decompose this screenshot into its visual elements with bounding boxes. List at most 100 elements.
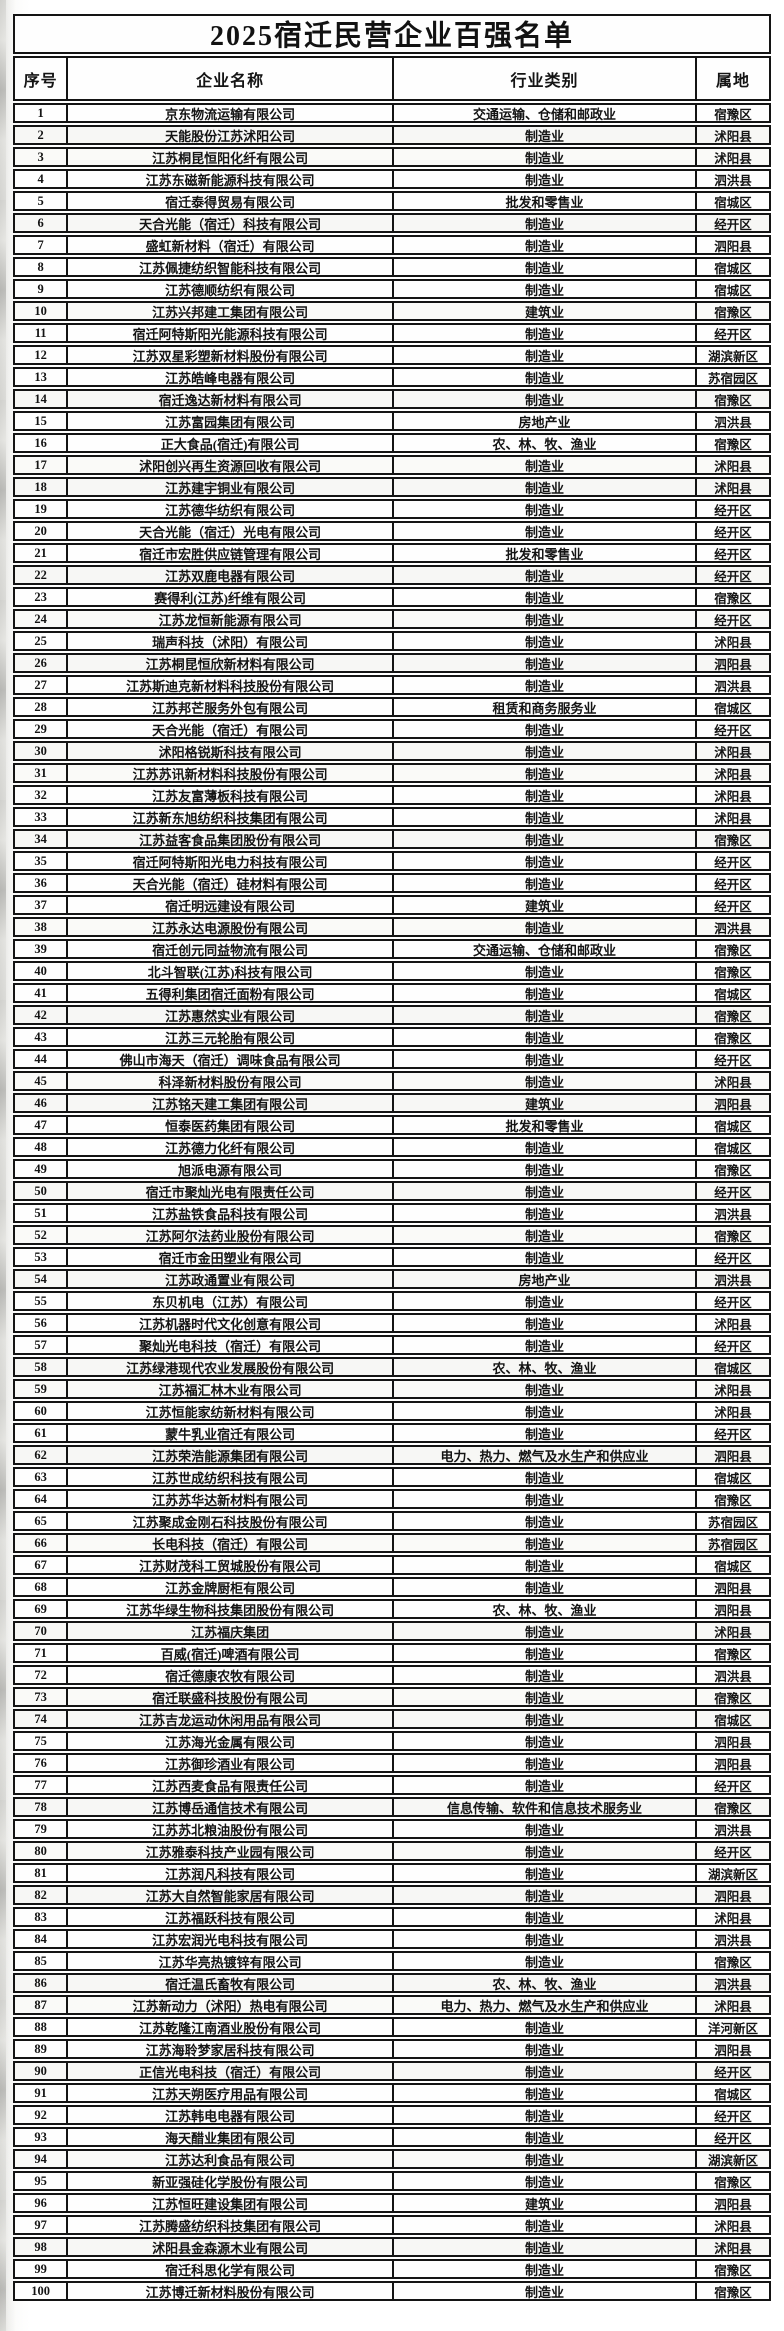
table-row: 5 宿迁泰得贸易有限公司 批发和零售业 宿城区 bbox=[13, 191, 771, 211]
company-name-cell: 江苏大自然智能家居有限公司 bbox=[66, 1887, 392, 1903]
district-cell: 经开区 bbox=[695, 1051, 769, 1067]
industry-cell: 制造业 bbox=[391, 787, 695, 803]
company-name-cell: 江苏新东旭纺织科技集团有限公司 bbox=[66, 809, 392, 825]
table-row: 37 宿迁明远建设有限公司 建筑业 经开区 bbox=[13, 895, 771, 915]
table-row: 69 江苏华绿生物科技集团股份有限公司 农、林、牧、渔业 泗阳县 bbox=[13, 1599, 771, 1619]
rank-cell: 52 bbox=[34, 1227, 47, 1242]
rank-cell: 88 bbox=[34, 2019, 47, 2034]
table-row: 3 江苏桐昆恒阳化纤有限公司 制造业 沭阳县 bbox=[13, 147, 771, 167]
industry-cell: 制造业 bbox=[391, 809, 695, 825]
industry-cell: 制造业 bbox=[391, 1689, 695, 1705]
rank-cell: 61 bbox=[34, 1425, 47, 1440]
district-cell: 泗阳县 bbox=[695, 237, 769, 253]
rank-cell: 10 bbox=[34, 303, 47, 318]
district-cell: 沭阳县 bbox=[695, 765, 769, 781]
table-row: 14 宿迁逸达新材料有限公司 制造业 宿豫区 bbox=[13, 389, 771, 409]
rank-cell: 55 bbox=[34, 1293, 47, 1308]
table-row: 51 江苏盐铁食品科技有限公司 制造业 泗洪县 bbox=[13, 1203, 771, 1223]
rank-cell: 39 bbox=[34, 941, 47, 956]
table-row: 54 江苏政通置业有限公司 房地产业 泗洪县 bbox=[13, 1269, 771, 1289]
industry-cell: 制造业 bbox=[391, 2217, 695, 2233]
rank-cell: 75 bbox=[34, 1733, 47, 1748]
rank-cell: 78 bbox=[34, 1799, 47, 1814]
rank-cell: 68 bbox=[34, 1579, 47, 1594]
industry-cell: 制造业 bbox=[391, 2283, 695, 2299]
district-cell: 沭阳县 bbox=[695, 633, 769, 649]
rank-cell: 28 bbox=[34, 699, 47, 714]
district-cell: 经开区 bbox=[695, 567, 769, 583]
table-row: 44 佛山市海天（宿迁）调味食品有限公司 制造业 经开区 bbox=[13, 1049, 771, 1069]
company-name-cell: 佛山市海天（宿迁）调味食品有限公司 bbox=[66, 1051, 392, 1067]
company-name-cell: 江苏绿港现代农业发展股份有限公司 bbox=[66, 1359, 392, 1375]
rank-cell: 71 bbox=[34, 1645, 47, 1660]
table-row: 19 江苏德华纺织有限公司 制造业 经开区 bbox=[13, 499, 771, 519]
district-cell: 宿城区 bbox=[695, 1139, 769, 1155]
scan-edge-artifact bbox=[0, 0, 6, 2331]
company-name-cell: 宿迁泰得贸易有限公司 bbox=[66, 193, 392, 209]
district-cell: 宿豫区 bbox=[695, 1491, 769, 1507]
table-row: 80 江苏雅泰科技产业园有限公司 制造业 经开区 bbox=[13, 1841, 771, 1861]
district-cell: 沭阳县 bbox=[695, 1073, 769, 1089]
company-name-cell: 江苏友富薄板科技有限公司 bbox=[66, 787, 392, 803]
industry-cell: 制造业 bbox=[391, 1865, 695, 1881]
rank-cell: 12 bbox=[34, 347, 47, 362]
company-name-cell: 沭阳创兴再生资源回收有限公司 bbox=[66, 457, 392, 473]
company-name-cell: 江苏德力化纤有限公司 bbox=[66, 1139, 392, 1155]
district-cell: 沭阳县 bbox=[695, 149, 769, 165]
table-row: 100 江苏博迁新材料股份有限公司 制造业 宿豫区 bbox=[13, 2281, 771, 2301]
industry-cell: 制造业 bbox=[391, 325, 695, 341]
industry-cell: 房地产业 bbox=[391, 413, 695, 429]
table-row: 71 百威(宿迁)啤酒有限公司 制造业 宿豫区 bbox=[13, 1643, 771, 1663]
company-name-cell: 江苏华亮热镀锌有限公司 bbox=[66, 1953, 392, 1969]
industry-cell: 电力、热力、燃气及水生产和供应业 bbox=[391, 1997, 695, 2013]
table-row: 1 京东物流运输有限公司 交通运输、仓储和邮政业 宿豫区 bbox=[13, 103, 771, 123]
company-name-cell: 江苏吉龙运动休闲用品有限公司 bbox=[66, 1711, 392, 1727]
rank-cell: 22 bbox=[34, 567, 47, 582]
rank-cell: 97 bbox=[34, 2217, 47, 2232]
district-cell: 宿豫区 bbox=[695, 1161, 769, 1177]
table-row: 87 江苏新动力（沭阳）热电有限公司 电力、热力、燃气及水生产和供应业 沭阳县 bbox=[13, 1995, 771, 2015]
rank-cell: 5 bbox=[37, 193, 44, 208]
table-row: 43 江苏三元轮胎有限公司 制造业 宿豫区 bbox=[13, 1027, 771, 1047]
table-row: 10 江苏兴邦建工集团有限公司 建筑业 宿豫区 bbox=[13, 301, 771, 321]
company-name-cell: 江苏恒旺建设集团有限公司 bbox=[66, 2195, 392, 2211]
rank-cell: 82 bbox=[34, 1887, 47, 1902]
company-name-cell: 江苏盐铁食品科技有限公司 bbox=[66, 1205, 392, 1221]
industry-cell: 制造业 bbox=[391, 1667, 695, 1683]
table-row: 67 江苏财茂科工贸城股份有限公司 制造业 宿城区 bbox=[13, 1555, 771, 1575]
industry-cell: 制造业 bbox=[391, 1205, 695, 1221]
industry-cell: 建筑业 bbox=[391, 303, 695, 319]
district-cell: 泗洪县 bbox=[695, 1667, 769, 1683]
rank-cell: 44 bbox=[34, 1051, 47, 1066]
column-header-name: 企业名称 bbox=[66, 58, 392, 99]
industry-cell: 制造业 bbox=[391, 501, 695, 517]
rank-cell: 64 bbox=[34, 1491, 47, 1506]
table-row: 75 江苏海光金属有限公司 制造业 泗阳县 bbox=[13, 1731, 771, 1751]
district-cell: 经开区 bbox=[695, 2107, 769, 2123]
rank-cell: 9 bbox=[37, 281, 44, 296]
industry-cell: 制造业 bbox=[391, 1381, 695, 1397]
industry-cell: 制造业 bbox=[391, 743, 695, 759]
company-name-cell: 宿迁市宏胜供应链管理有限公司 bbox=[66, 545, 392, 561]
company-name-cell: 江苏荣浩能源集团有限公司 bbox=[66, 1447, 392, 1463]
district-cell: 经开区 bbox=[695, 1425, 769, 1441]
rank-cell: 14 bbox=[34, 391, 47, 406]
industry-cell: 制造业 bbox=[391, 1887, 695, 1903]
rank-cell: 94 bbox=[34, 2151, 47, 2166]
district-cell: 经开区 bbox=[695, 611, 769, 627]
industry-cell: 制造业 bbox=[391, 1733, 695, 1749]
industry-cell: 制造业 bbox=[391, 391, 695, 407]
industry-cell: 制造业 bbox=[391, 1711, 695, 1727]
rank-cell: 19 bbox=[34, 501, 47, 516]
rank-cell: 45 bbox=[34, 1073, 47, 1088]
industry-cell: 批发和零售业 bbox=[391, 545, 695, 561]
rank-cell: 66 bbox=[34, 1535, 47, 1550]
rank-cell: 87 bbox=[34, 1997, 47, 2012]
industry-cell: 交通运输、仓储和邮政业 bbox=[391, 105, 695, 121]
rank-cell: 58 bbox=[34, 1359, 47, 1374]
industry-cell: 批发和零售业 bbox=[391, 1117, 695, 1133]
industry-cell: 制造业 bbox=[391, 1821, 695, 1837]
rank-cell: 18 bbox=[34, 479, 47, 494]
rank-cell: 25 bbox=[34, 633, 47, 648]
